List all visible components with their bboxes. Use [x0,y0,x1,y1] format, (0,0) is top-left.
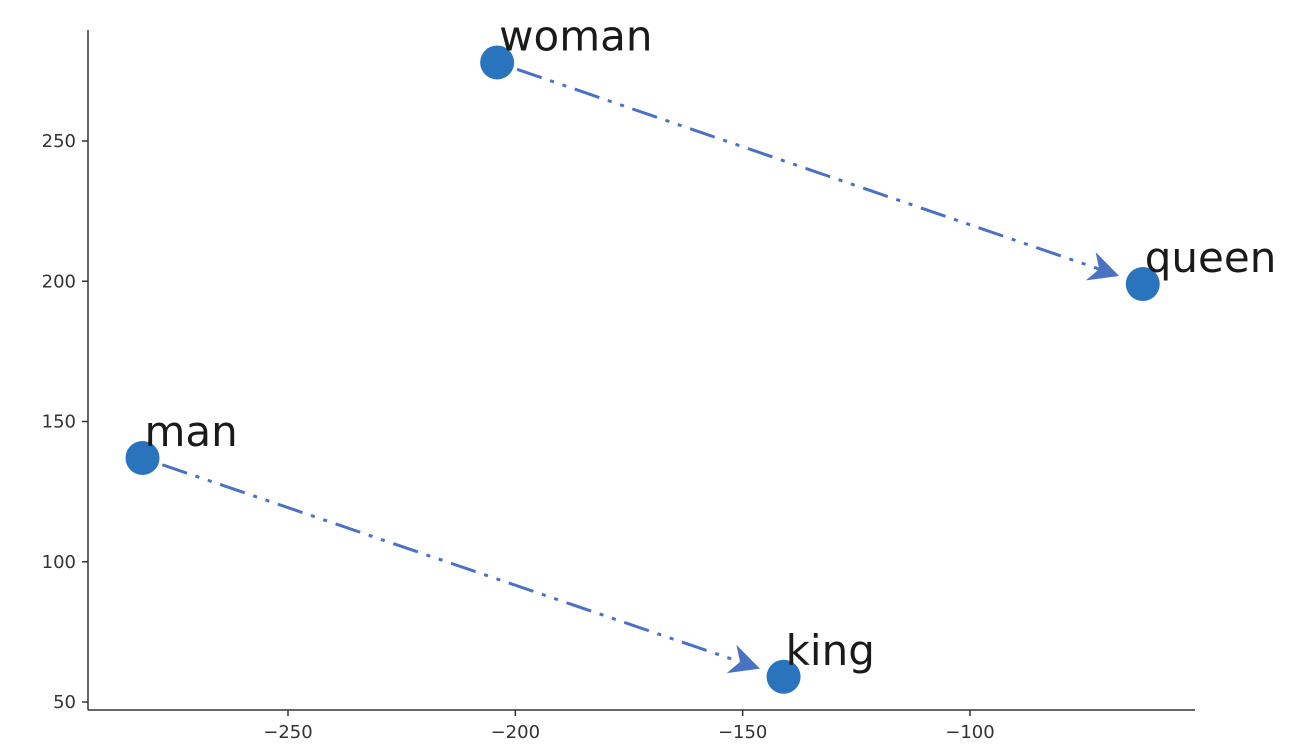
point-man [125,440,160,475]
y-tick-label: 200 [42,271,76,292]
x-ticks: −250 −200 −150 −100 [263,710,995,743]
label-woman: woman [499,11,652,60]
arrows [161,67,1120,674]
label-queen: queen [1145,233,1277,282]
y-tick-label: 250 [42,131,76,152]
x-tick-label: −200 [491,722,540,743]
y-tick-label: 150 [42,412,76,433]
x-tick-label: −250 [263,722,312,743]
x-tick-label: −150 [718,722,767,743]
arrow-man-to-king [161,463,760,674]
point-woman [480,45,515,80]
point-queen [1125,267,1160,302]
arrow-woman-to-queen [516,67,1120,281]
label-king: king [786,626,875,675]
x-tick-label: −100 [945,722,994,743]
data-points [125,45,1160,694]
point-labels: woman queen man king [145,11,1277,674]
point-king [766,659,801,694]
y-tick-label: 50 [53,692,76,713]
axes [87,30,1195,711]
y-tick-label: 100 [42,552,76,573]
y-ticks: 50 100 150 200 250 [42,131,88,713]
label-man: man [145,407,238,456]
